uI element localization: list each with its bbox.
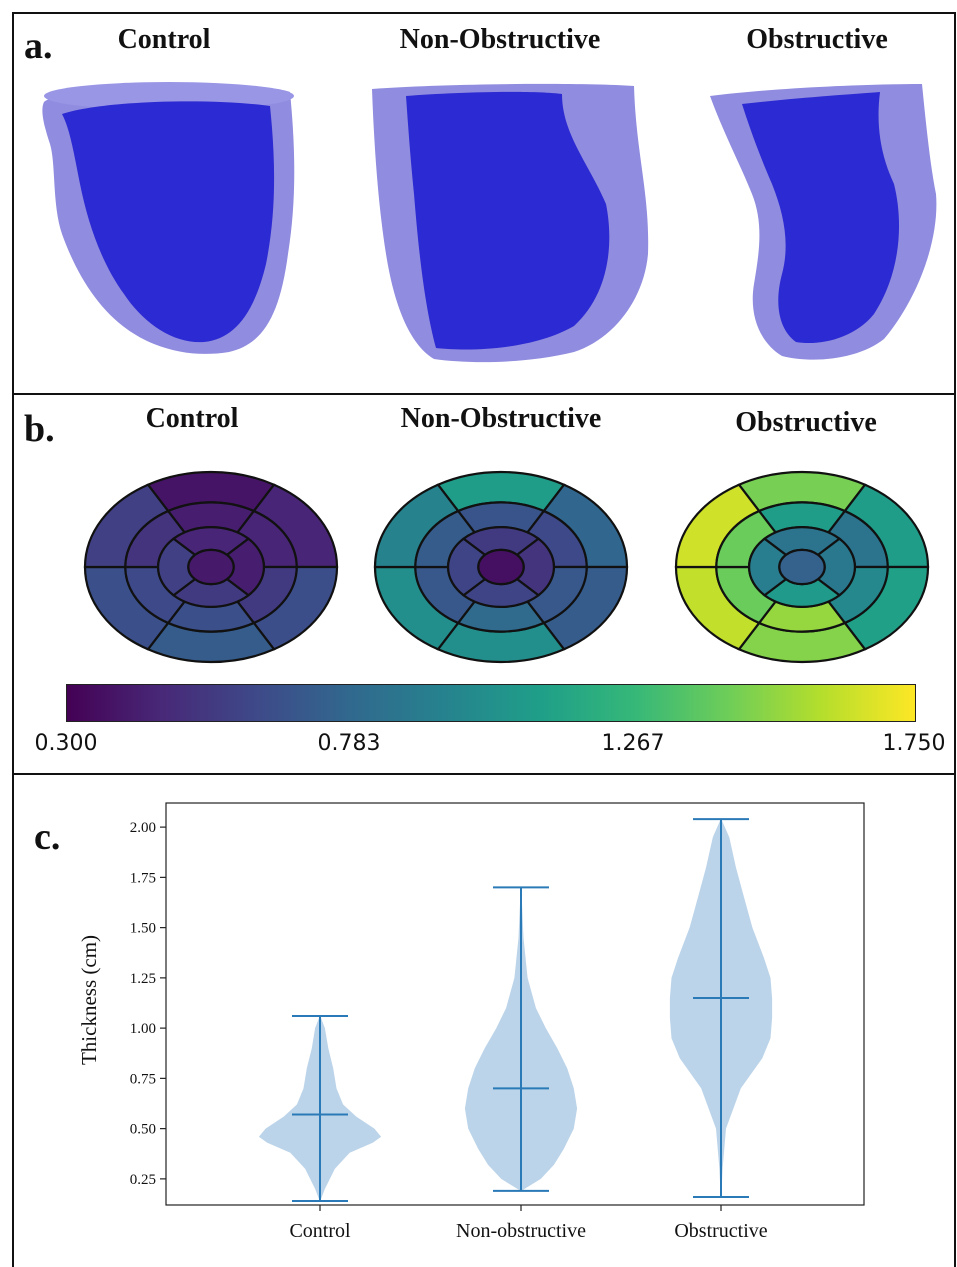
panel-a-label: a. (24, 25, 53, 67)
plot-frame (165, 802, 865, 1206)
heart-models (42, 82, 937, 363)
panel-c: c. Thickness (cm) 0.25 0.50 0.75 1.00 1.25 1.… (12, 773, 956, 1267)
panel-a-title-obstructive: Obstructive (746, 24, 888, 55)
bullseye-1-apex (477, 548, 525, 586)
colorbar-tick-1: 0.783 (317, 731, 381, 756)
panel-b: b. Control Non-Obstructive Obstructive 0… (12, 393, 956, 775)
x-tick-label-0: Control (289, 1220, 351, 1242)
panel-b-title-obstructive: Obstructive (735, 407, 877, 438)
panel-a-title-control: Control (117, 24, 211, 55)
panel-c-label: c. (34, 816, 61, 858)
y-tick-label-6: 1.75 (130, 870, 156, 886)
heart-control (42, 82, 295, 354)
heart-control-inner (62, 101, 275, 343)
y-tick-label-1: 0.50 (130, 1122, 156, 1138)
colorbar-tick-3: 1.750 (882, 731, 946, 756)
panel-b-label: b. (24, 408, 55, 450)
colorbar-tick-0: 0.300 (34, 731, 98, 756)
y-tick-label-4: 1.25 (130, 971, 156, 987)
x-tick-label-2: Obstructive (674, 1220, 767, 1242)
bullseye-plots (83, 470, 930, 664)
panel-b-title-nonobstructive: Non-Obstructive (400, 403, 602, 434)
y-tick-label-5: 1.50 (130, 921, 156, 937)
heart-obstructive (710, 84, 937, 360)
bullseye-1 (373, 470, 629, 664)
colorbar (66, 684, 916, 722)
bullseye-0 (83, 470, 339, 664)
bullseye-0-apex (187, 548, 235, 586)
colorbar-tick-2: 1.267 (601, 731, 665, 756)
heart-nonobstructive (372, 83, 649, 363)
heart-nonobstructive-inner (406, 91, 610, 350)
heart-obstructive-inner (742, 92, 900, 344)
x-tick-label-1: Non-obstructive (456, 1220, 586, 1242)
y-axis-label: Thickness (cm) (77, 935, 101, 1065)
panel-b-title-control: Control (145, 403, 239, 434)
y-tick-label-3: 1.00 (130, 1021, 156, 1037)
bullseye-2-apex (778, 548, 826, 586)
bullseye-2 (674, 470, 930, 664)
panel-a: a. Control Non-Obstructive Obstructive (12, 12, 956, 395)
violin-chart: Thickness (cm) 0.25 0.50 0.75 1.00 1.25 1.50 1… (77, 802, 865, 1242)
y-tick-label-2: 0.75 (130, 1071, 156, 1087)
panel-a-title-nonobstructive: Non-Obstructive (399, 24, 601, 55)
y-tick-label-0: 0.25 (130, 1172, 156, 1188)
y-tick-label-7: 2.00 (130, 820, 156, 836)
